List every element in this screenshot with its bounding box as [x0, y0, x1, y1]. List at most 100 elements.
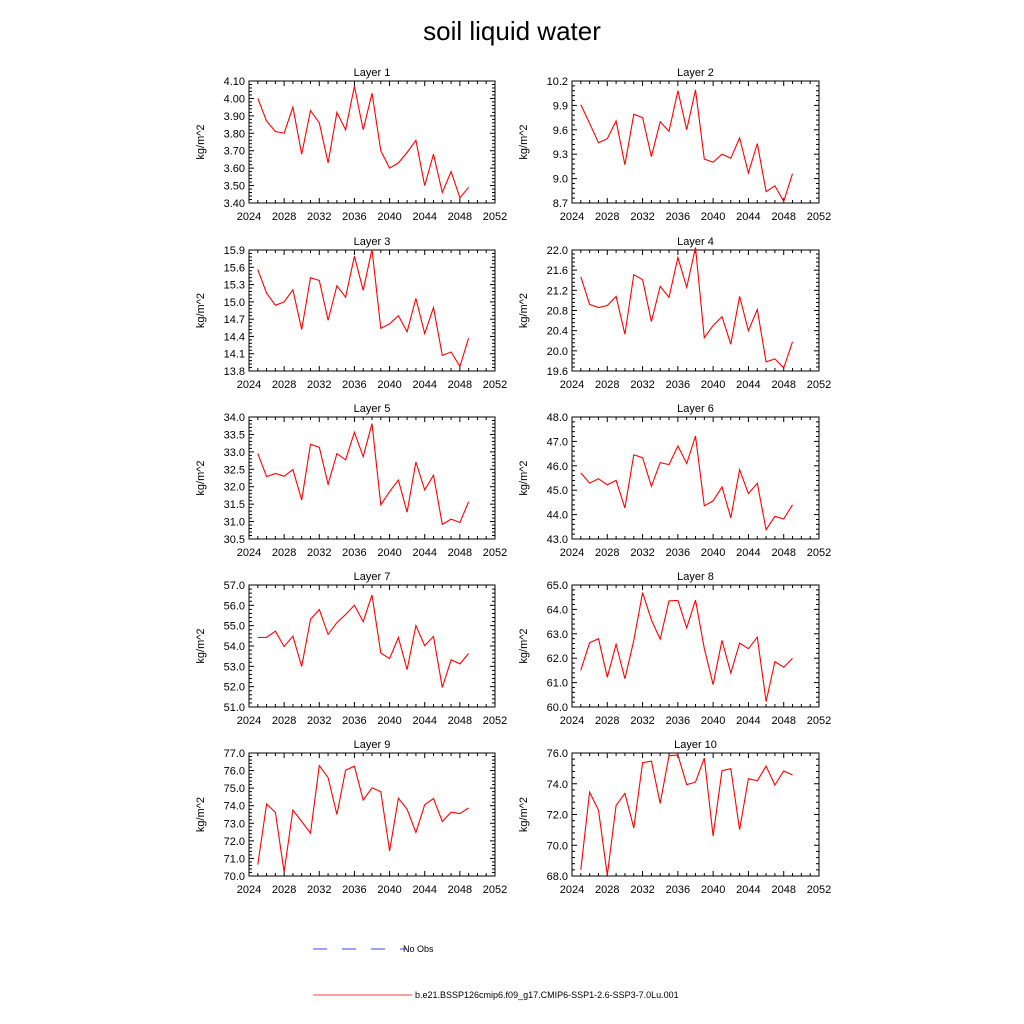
y-tick-label: 30.5 — [224, 534, 245, 546]
x-tick-label: 2024 — [237, 884, 261, 896]
y-axis-label: kg/m^2 — [518, 293, 530, 328]
x-tick-label: 2052 — [807, 379, 831, 391]
x-tick-label: 2036 — [342, 884, 366, 896]
y-tick-label: 31.5 — [224, 499, 245, 511]
y-tick-label: 68.0 — [547, 871, 568, 883]
x-tick-label: 2024 — [560, 547, 584, 559]
panel-layer-8: Layer 8 kg/m^2 60.0 61.0 62.0 63.0 64.0 65.0 202… — [518, 571, 831, 727]
x-tick-label: 2048 — [771, 379, 795, 391]
x-tick-label: 2052 — [483, 547, 507, 559]
y-axis-label: kg/m^2 — [518, 124, 530, 159]
y-tick-label: 77.0 — [224, 748, 245, 760]
y-tick-label: 15.6 — [224, 262, 245, 274]
x-tick-label: 2048 — [771, 715, 795, 727]
series-line — [257, 764, 469, 873]
x-tick-label: 2048 — [448, 547, 472, 559]
x-tick-label: 2048 — [771, 884, 795, 896]
x-tick-label: 2048 — [448, 715, 472, 727]
x-tick-label: 2024 — [560, 211, 584, 223]
x-tick-label: 2040 — [701, 547, 725, 559]
series-line — [257, 86, 470, 199]
y-axis-label: kg/m^2 — [518, 797, 530, 832]
x-tick-label: 2052 — [483, 211, 507, 223]
x-tick-label: 2044 — [412, 884, 436, 896]
x-tick-label: 2040 — [377, 547, 401, 559]
x-tick-label: 2036 — [666, 884, 690, 896]
y-axis-label: kg/m^2 — [518, 460, 530, 495]
y-tick-label: 52.0 — [224, 682, 245, 694]
y-tick-label: 44.0 — [547, 510, 568, 522]
y-tick-label: 70.0 — [547, 840, 568, 852]
x-tick-label: 2028 — [595, 884, 619, 896]
series-line — [580, 247, 794, 370]
y-axis-label: kg/m^2 — [195, 628, 207, 663]
y-tick-label: 53.0 — [224, 661, 245, 673]
x-tick-label: 2052 — [483, 379, 507, 391]
plot-frame — [571, 80, 820, 204]
y-tick-label: 33.0 — [224, 447, 245, 459]
y-tick-label: 57.0 — [224, 580, 245, 592]
x-tick-label: 2040 — [701, 715, 725, 727]
x-tick-label: 2048 — [448, 379, 472, 391]
legend-label: b.e21.BSSP126cmip6.f09_g17.CMIP6-SSP1-2.… — [415, 990, 679, 1000]
plot-frame — [571, 249, 820, 372]
y-tick-label: 47.0 — [547, 436, 568, 448]
panel-title: Layer 6 — [677, 403, 714, 415]
panel-layer-6: Layer 6 kg/m^2 43.0 44.0 45.0 46.0 47.0 48.0 202… — [518, 403, 831, 559]
x-tick-label: 2024 — [237, 547, 261, 559]
x-tick-label: 2024 — [237, 379, 261, 391]
figure-title: soil liquid water — [423, 16, 601, 46]
y-tick-label: 9.0 — [553, 174, 568, 186]
y-tick-label: 33.5 — [224, 429, 245, 441]
series-line — [257, 423, 470, 526]
x-tick-label: 2044 — [412, 715, 436, 727]
x-tick-label: 2052 — [483, 715, 507, 727]
y-tick-label: 21.6 — [547, 265, 568, 277]
y-tick-label: 62.0 — [547, 653, 568, 665]
y-tick-label: 14.7 — [224, 314, 245, 326]
x-tick-label: 2048 — [771, 211, 795, 223]
y-tick-label: 3.50 — [224, 181, 245, 193]
x-tick-label: 2032 — [630, 379, 654, 391]
x-tick-label: 2044 — [736, 715, 760, 727]
x-tick-label: 2052 — [807, 547, 831, 559]
x-tick-label: 2052 — [807, 884, 831, 896]
legend-item: No Obs — [313, 944, 434, 954]
x-tick-label: 2036 — [666, 379, 690, 391]
y-tick-label: 20.4 — [547, 326, 568, 338]
plot-frame — [248, 416, 496, 540]
x-tick-label: 2032 — [630, 547, 654, 559]
y-axis-label: kg/m^2 — [518, 628, 530, 663]
y-tick-label: 9.9 — [553, 100, 568, 112]
series-line — [580, 754, 793, 876]
y-tick-label: 3.90 — [224, 111, 245, 123]
x-tick-label: 2032 — [307, 379, 331, 391]
x-tick-label: 2044 — [736, 211, 760, 223]
y-tick-label: 9.6 — [553, 125, 568, 137]
x-tick-label: 2024 — [237, 211, 261, 223]
x-tick-label: 2024 — [560, 715, 584, 727]
y-tick-label: 4.00 — [224, 93, 245, 105]
panel-layer-10: Layer 10 kg/m^2 68.0 70.0 72.0 74.0 76.0 2024 20… — [518, 739, 831, 896]
x-tick-label: 2044 — [736, 884, 760, 896]
y-tick-label: 73.0 — [224, 818, 245, 830]
y-tick-label: 64.0 — [547, 604, 568, 616]
y-tick-label: 10.2 — [547, 76, 568, 88]
y-tick-label: 32.5 — [224, 464, 245, 476]
legend-label: No Obs — [403, 944, 434, 954]
x-tick-label: 2028 — [595, 379, 619, 391]
legend: No Obs b.e21.BSSP126cmip6.f09_g17.CMIP6-S… — [313, 944, 679, 1000]
series-line — [580, 435, 793, 532]
x-tick-label: 2024 — [560, 379, 584, 391]
x-tick-label: 2044 — [412, 547, 436, 559]
x-tick-label: 2028 — [272, 884, 296, 896]
y-axis-label: kg/m^2 — [195, 460, 207, 495]
y-tick-label: 3.80 — [224, 128, 245, 140]
y-tick-label: 3.40 — [224, 198, 245, 210]
plot-frame — [248, 584, 496, 708]
y-axis-label: kg/m^2 — [195, 293, 207, 328]
panel-title: Layer 9 — [354, 739, 391, 751]
y-tick-label: 46.0 — [547, 461, 568, 473]
y-tick-label: 74.0 — [224, 801, 245, 813]
